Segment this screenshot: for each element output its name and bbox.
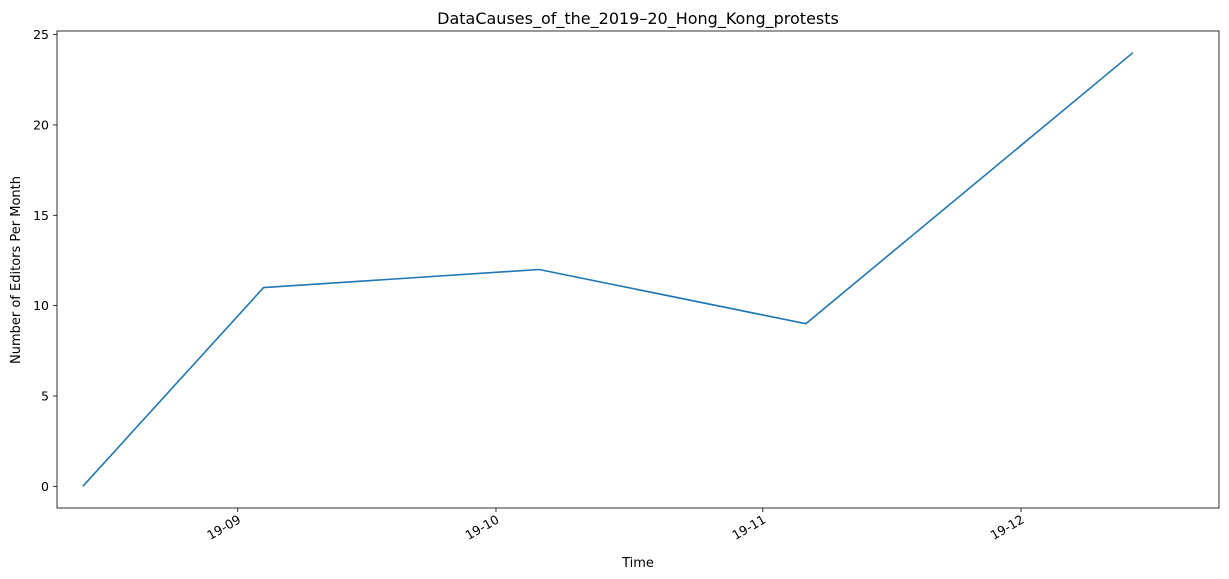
y-tick-label: 0 [41, 479, 49, 494]
x-tick-label: 19-12 [988, 512, 1027, 543]
y-tick-label: 25 [33, 27, 49, 42]
y-axis-label: Number of Editors Per Month [9, 176, 24, 364]
x-tick-label: 19-11 [729, 512, 768, 543]
x-axis-label: Time [621, 556, 654, 571]
y-tick-label: 20 [33, 117, 49, 132]
y-tick-label: 15 [33, 208, 49, 223]
x-tick-label: 19-09 [204, 512, 243, 543]
chart-title: DataCauses_of_the_2019–20_Hong_Kong_prot… [437, 9, 839, 29]
plot-area: 0 5 10 15 20 25 19-09 19-10 19-11 19-12 [33, 27, 1220, 543]
series-line [82, 52, 1134, 487]
y-tick-label: 10 [33, 298, 49, 313]
axes-frame [56, 30, 1220, 509]
y-tick-label: 5 [41, 388, 49, 403]
x-tick-label: 19-10 [463, 512, 502, 543]
